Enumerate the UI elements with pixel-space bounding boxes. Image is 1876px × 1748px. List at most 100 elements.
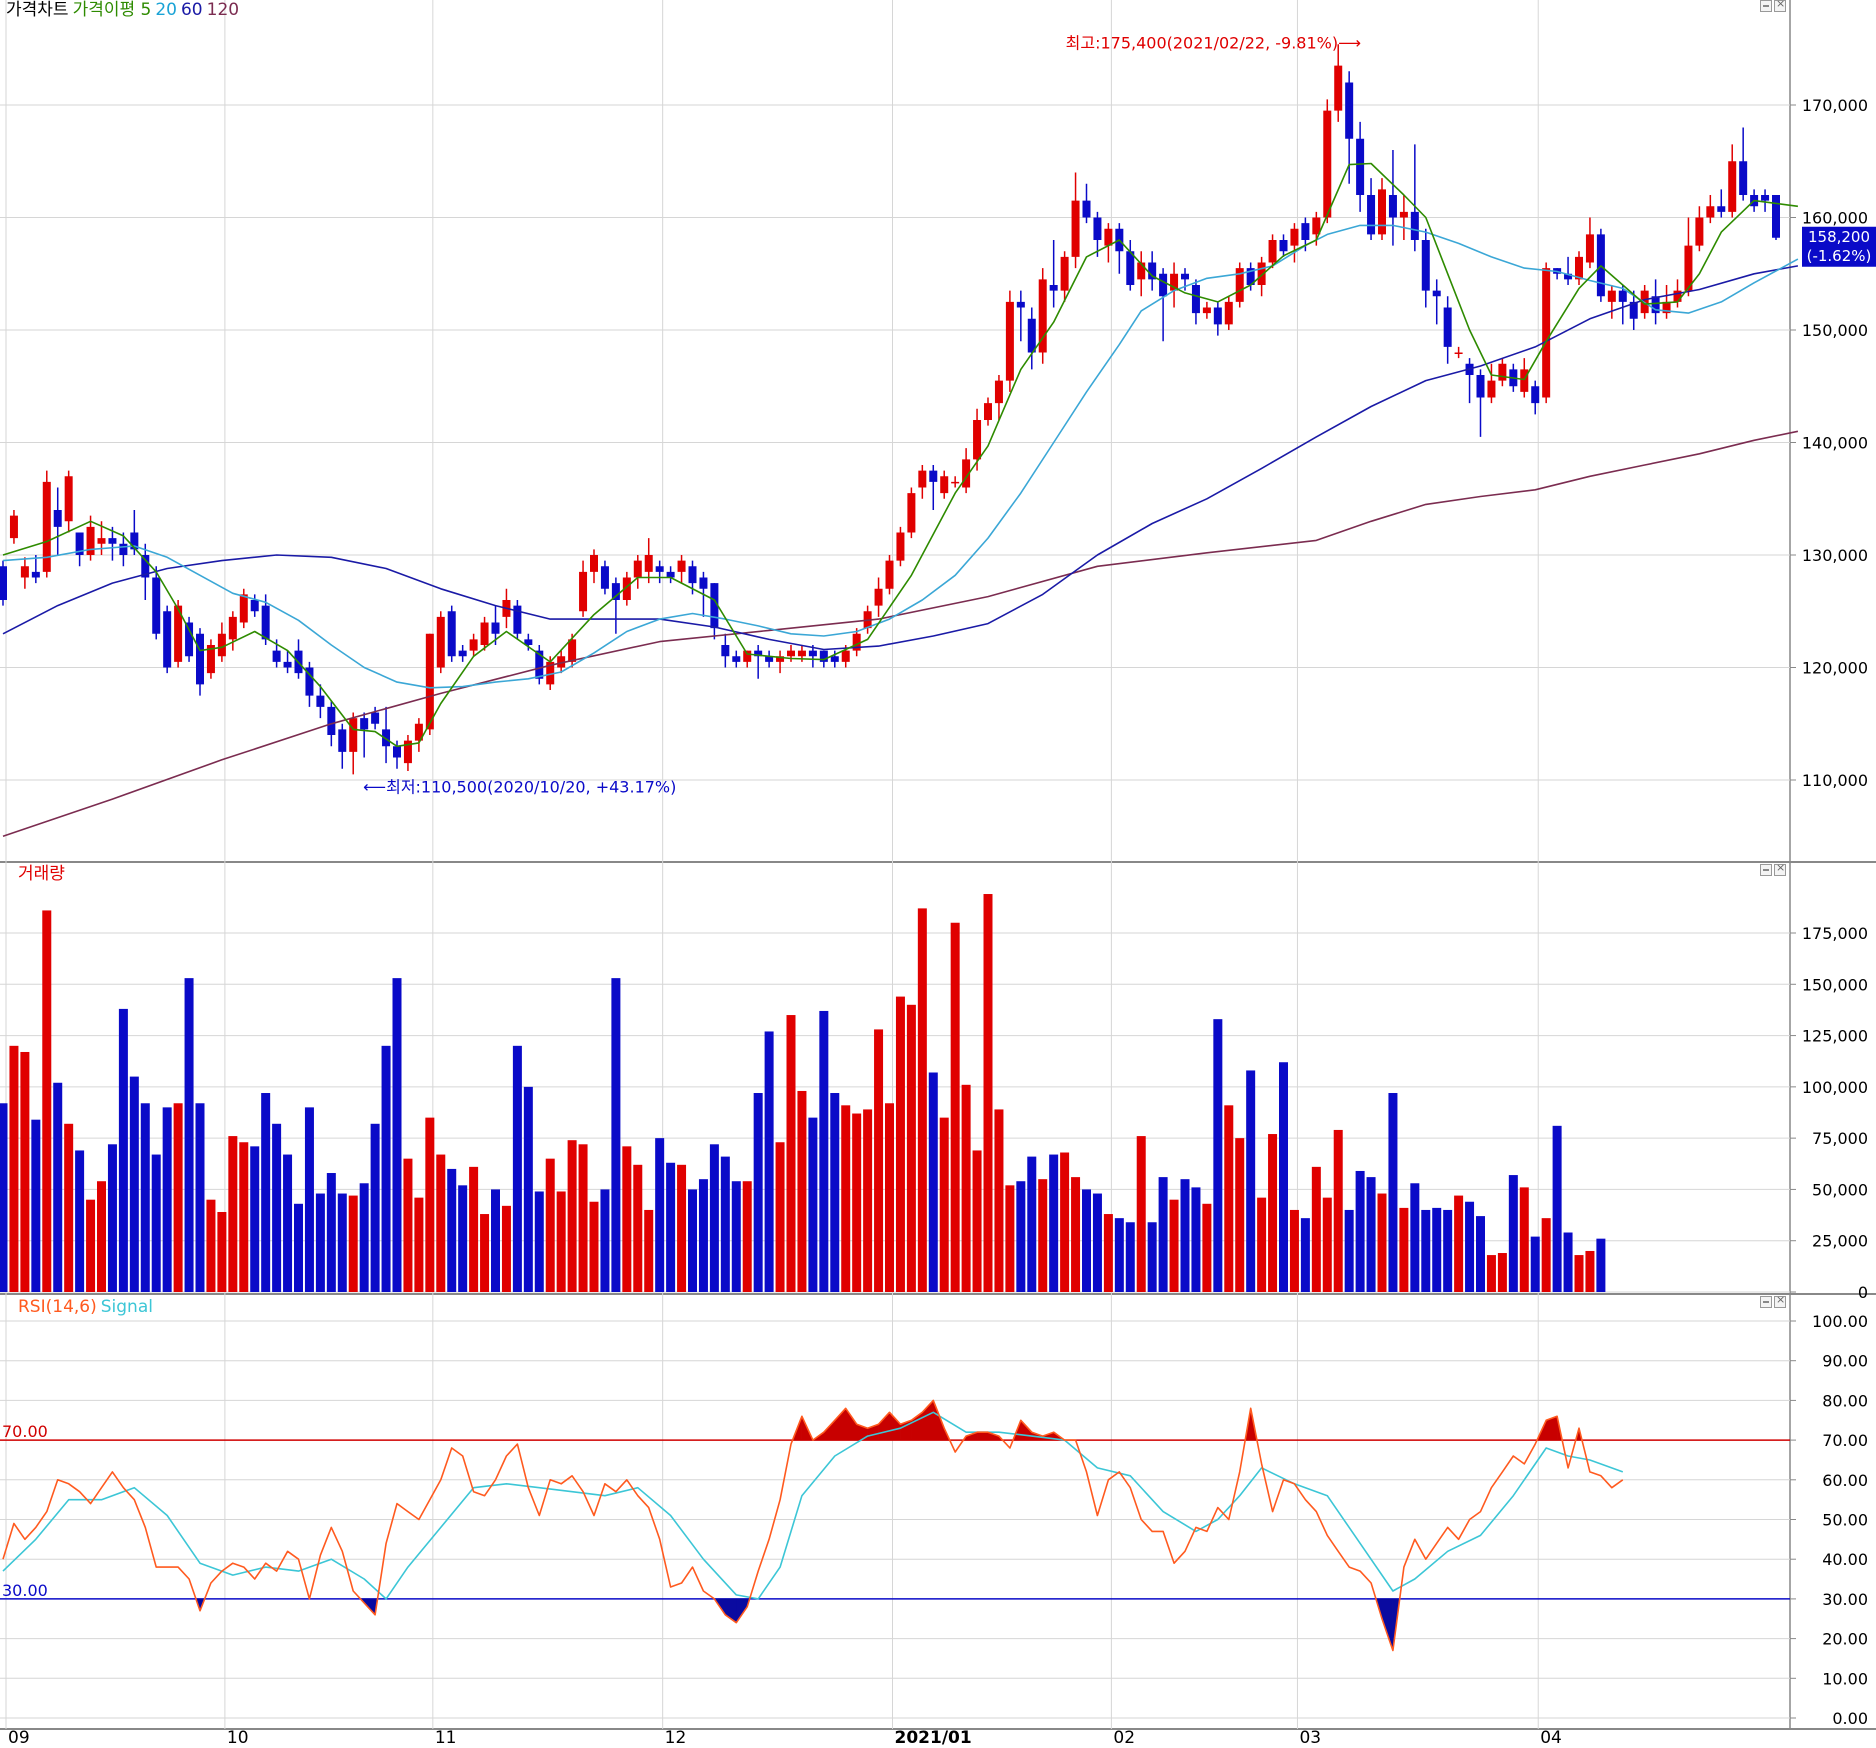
candle bbox=[1553, 268, 1562, 280]
candle bbox=[119, 532, 128, 567]
candle-body bbox=[1191, 285, 1200, 314]
minimize-icon[interactable] bbox=[1760, 864, 1772, 876]
volume-bar bbox=[830, 1093, 840, 1292]
candle bbox=[20, 557, 29, 589]
legend-volume[interactable]: 거래량 bbox=[18, 864, 65, 884]
candle bbox=[1476, 369, 1485, 437]
candle-body bbox=[1498, 363, 1507, 381]
candle bbox=[513, 600, 522, 640]
volume-bar bbox=[633, 1164, 643, 1292]
volume-tick-label: 175,000 bbox=[1802, 924, 1868, 943]
volume-bar bbox=[512, 1045, 522, 1292]
candle bbox=[1126, 240, 1135, 291]
candle-body bbox=[524, 639, 533, 645]
candle-body bbox=[469, 639, 478, 651]
close-icon[interactable] bbox=[1774, 861, 1786, 876]
volume-bar bbox=[1344, 1209, 1354, 1292]
x-tick-label: 04 bbox=[1540, 1728, 1562, 1748]
candle-body bbox=[1421, 240, 1430, 291]
candle-body bbox=[1618, 290, 1627, 302]
price-tick-label: 120,000 bbox=[1802, 659, 1868, 678]
legend-rsi[interactable]: RSI(14,6) bbox=[18, 1297, 97, 1317]
volume-bar bbox=[611, 978, 621, 1292]
candle bbox=[677, 555, 686, 584]
candle bbox=[874, 577, 883, 617]
candle-body bbox=[480, 622, 489, 645]
ma20-line bbox=[2, 224, 1799, 689]
legend-price-chart[interactable]: 가격차트 bbox=[6, 0, 69, 20]
volume-bar bbox=[644, 1209, 654, 1292]
legend-signal[interactable]: Signal bbox=[100, 1297, 153, 1317]
candle-body bbox=[163, 611, 172, 668]
candle-body bbox=[1520, 369, 1529, 392]
candle bbox=[1575, 251, 1583, 285]
candle bbox=[1367, 178, 1376, 240]
candle-body bbox=[929, 470, 938, 482]
volume-bar bbox=[1585, 1250, 1595, 1292]
candle bbox=[896, 526, 905, 567]
candle-body bbox=[206, 645, 215, 674]
close-icon[interactable] bbox=[1774, 0, 1786, 12]
volume-bar bbox=[359, 1183, 369, 1292]
candle-body bbox=[42, 481, 51, 572]
legend-ma5[interactable]: 가격이평 5 bbox=[72, 0, 152, 20]
legend-ma20[interactable]: 20 bbox=[155, 0, 177, 20]
candle bbox=[414, 718, 423, 752]
candle bbox=[425, 633, 434, 735]
candle bbox=[174, 600, 183, 668]
volume-bar bbox=[841, 1105, 851, 1292]
candle-body bbox=[1312, 217, 1321, 235]
candle bbox=[666, 566, 675, 584]
candle-body bbox=[546, 661, 555, 685]
candle-body bbox=[31, 571, 40, 578]
candle-body bbox=[1607, 290, 1616, 302]
candle bbox=[1421, 228, 1430, 308]
volume-bar bbox=[895, 996, 905, 1292]
volume-legend: 거래량 bbox=[18, 864, 69, 884]
volume-bar bbox=[698, 1179, 708, 1292]
rsi-tick-label: 100.00 bbox=[1812, 1312, 1868, 1331]
candle bbox=[458, 645, 467, 662]
candle-body bbox=[316, 695, 325, 707]
volume-bar bbox=[337, 1193, 347, 1292]
candle bbox=[393, 740, 401, 769]
minimize-icon[interactable] bbox=[1760, 1296, 1772, 1308]
legend-ma60[interactable]: 60 bbox=[180, 0, 203, 20]
legend-ma120[interactable]: 120 bbox=[206, 0, 240, 20]
candle-body bbox=[841, 650, 850, 662]
candle bbox=[1607, 285, 1616, 319]
volume-bar bbox=[1103, 1214, 1113, 1292]
candle bbox=[1082, 183, 1091, 224]
volume-bar bbox=[666, 1162, 676, 1292]
candle bbox=[754, 645, 763, 679]
candle-body bbox=[1388, 195, 1397, 218]
volume-bar bbox=[173, 1103, 183, 1292]
candle-body bbox=[185, 622, 194, 657]
candle-body bbox=[918, 470, 927, 488]
volume-bar bbox=[348, 1195, 358, 1292]
volume-bar bbox=[304, 1107, 314, 1292]
close-icon[interactable] bbox=[1774, 1293, 1786, 1308]
candle bbox=[590, 549, 598, 584]
volume-bar bbox=[107, 1144, 117, 1292]
candle-body bbox=[1345, 82, 1354, 139]
candle-body bbox=[1585, 234, 1594, 263]
candle-body bbox=[261, 605, 270, 640]
volume-bar bbox=[1169, 1199, 1179, 1292]
candle-body bbox=[1323, 110, 1332, 218]
minimize-icon[interactable] bbox=[1760, 0, 1772, 12]
volume-bar bbox=[1136, 1136, 1146, 1292]
candle bbox=[1235, 262, 1244, 308]
rsi-legend: RSI(14,6) Signal bbox=[18, 1297, 157, 1317]
candle bbox=[732, 650, 741, 668]
volume-bar bbox=[1410, 1183, 1420, 1292]
volume-bar bbox=[961, 1084, 971, 1292]
candle-body bbox=[1016, 301, 1025, 308]
candle-body bbox=[1268, 240, 1277, 263]
candle bbox=[338, 723, 347, 769]
volume-bar bbox=[1377, 1193, 1387, 1292]
candle-body bbox=[360, 718, 369, 730]
candle-body bbox=[1224, 301, 1233, 325]
candle-body bbox=[535, 650, 544, 679]
volume-bar bbox=[906, 1004, 916, 1292]
